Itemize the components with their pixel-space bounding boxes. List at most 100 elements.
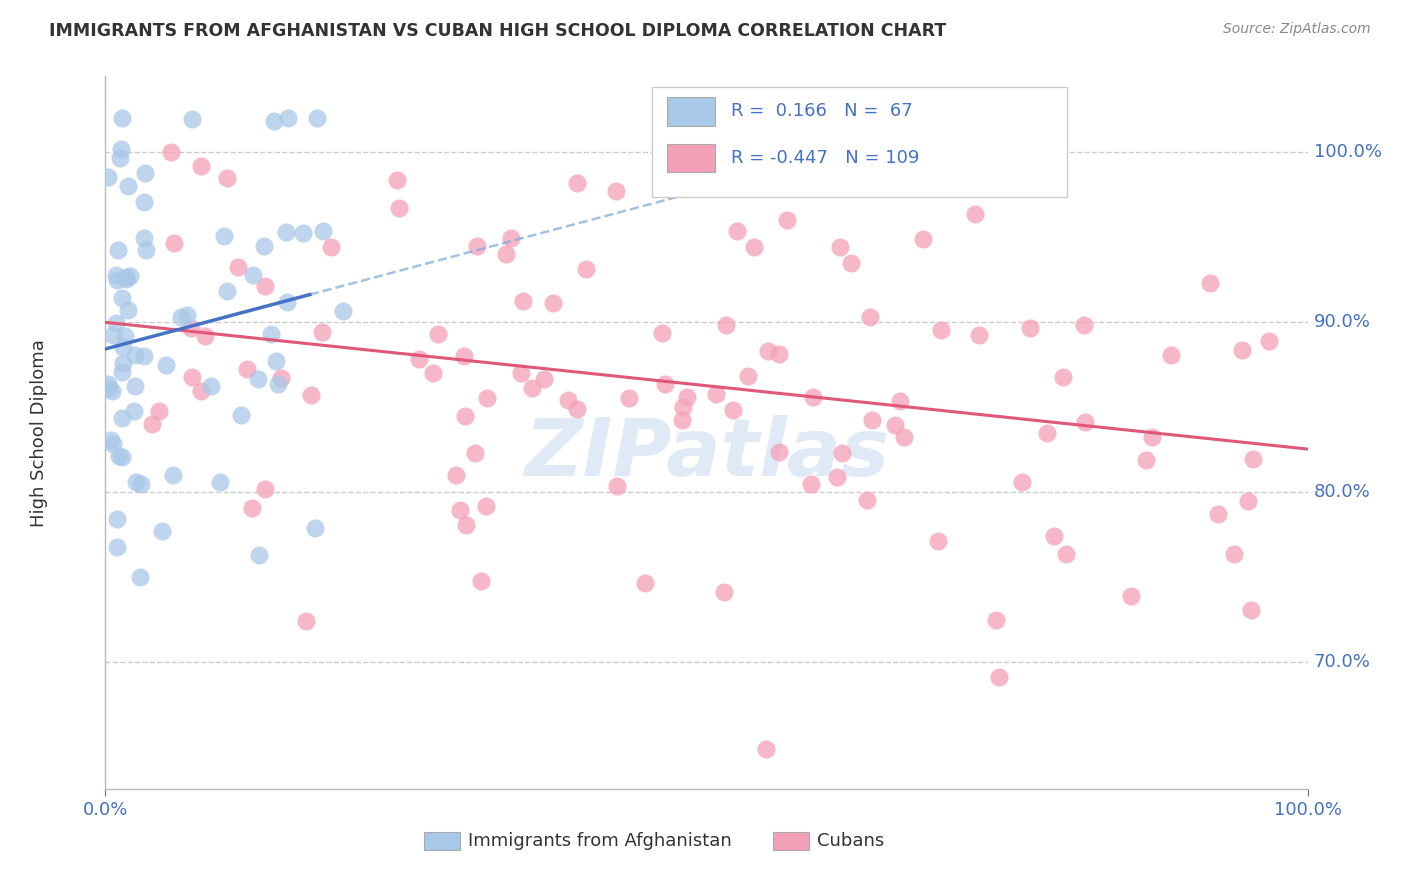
FancyBboxPatch shape (425, 831, 460, 850)
Point (226, 260, 249, 275)
Point (111, 112, 134, 126)
Point (633, 575, 655, 590)
Point (107, 243, 129, 257)
Point (242, 268, 264, 283)
Point (321, 239, 343, 253)
Text: Immigrants from Afghanistan: Immigrants from Afghanistan (468, 832, 733, 850)
Point (263, 114, 285, 128)
Point (267, 376, 290, 391)
Point (758, 343, 780, 358)
Point (155, 358, 177, 372)
Point (1236, 494, 1258, 508)
Point (254, 279, 277, 293)
Point (464, 446, 486, 460)
Point (111, 356, 134, 370)
Point (725, 224, 748, 238)
Point (209, 475, 232, 489)
Point (388, 201, 411, 215)
Text: Cubans: Cubans (817, 832, 884, 850)
Point (105, 540, 128, 554)
Point (124, 378, 146, 392)
Point (889, 393, 911, 408)
Point (190, 384, 212, 399)
Point (129, 570, 152, 584)
Point (768, 444, 790, 458)
Point (236, 362, 259, 376)
Point (1160, 348, 1182, 362)
Point (160, 145, 183, 160)
Point (1198, 276, 1220, 290)
Point (754, 742, 776, 756)
Point (240, 501, 263, 516)
Point (299, 388, 322, 402)
Point (150, 524, 173, 538)
Text: 100.0%: 100.0% (1313, 144, 1382, 161)
Point (115, 271, 138, 285)
Point (148, 404, 170, 418)
Point (180, 321, 202, 335)
Point (533, 372, 555, 386)
Point (1054, 547, 1077, 561)
Point (465, 238, 488, 252)
Point (332, 303, 354, 318)
Point (929, 323, 952, 337)
Point (104, 268, 127, 282)
Point (737, 369, 759, 384)
Point (883, 418, 905, 433)
Point (657, 182, 679, 196)
Point (125, 475, 148, 489)
Point (831, 446, 853, 460)
Point (775, 212, 797, 227)
Point (132, 231, 155, 245)
Point (654, 377, 676, 392)
Point (129, 476, 152, 491)
Point (97, 169, 120, 184)
Point (134, 166, 156, 180)
Text: 90.0%: 90.0% (1313, 313, 1371, 331)
Point (312, 224, 335, 238)
Point (449, 503, 471, 517)
Text: IMMIGRANTS FROM AFGHANISTAN VS CUBAN HIGH SCHOOL DIPLOMA CORRELATION CHART: IMMIGRANTS FROM AFGHANISTAN VS CUBAN HIG… (49, 22, 946, 40)
Point (676, 390, 699, 404)
Point (894, 145, 917, 160)
Text: ZIPatlas: ZIPatlas (524, 415, 889, 493)
Point (1230, 343, 1253, 358)
Point (742, 240, 765, 254)
Point (264, 354, 287, 368)
Point (713, 585, 735, 599)
Point (520, 381, 543, 395)
Point (181, 369, 204, 384)
Point (276, 225, 298, 239)
Point (110, 143, 132, 157)
Point (839, 256, 862, 270)
Point (111, 410, 134, 425)
Point (117, 303, 139, 318)
FancyBboxPatch shape (666, 144, 714, 172)
Point (454, 409, 477, 424)
Point (927, 534, 949, 549)
Point (1043, 528, 1066, 542)
Point (108, 449, 131, 463)
Point (111, 341, 134, 355)
Point (270, 371, 292, 385)
Point (1206, 507, 1229, 521)
Point (111, 291, 134, 305)
Point (606, 479, 628, 493)
Point (605, 185, 627, 199)
Point (1052, 369, 1074, 384)
Point (114, 329, 136, 343)
Point (565, 176, 588, 190)
Point (134, 195, 156, 210)
Point (124, 348, 146, 362)
Text: R = -0.447   N = 109: R = -0.447 N = 109 (731, 149, 920, 167)
Point (292, 227, 315, 241)
Point (541, 296, 564, 310)
Point (304, 521, 326, 535)
Point (721, 403, 744, 417)
Point (1119, 589, 1142, 603)
Point (190, 160, 212, 174)
Point (1142, 429, 1164, 443)
Point (212, 228, 235, 243)
Point (97, 376, 120, 391)
Point (117, 179, 139, 194)
